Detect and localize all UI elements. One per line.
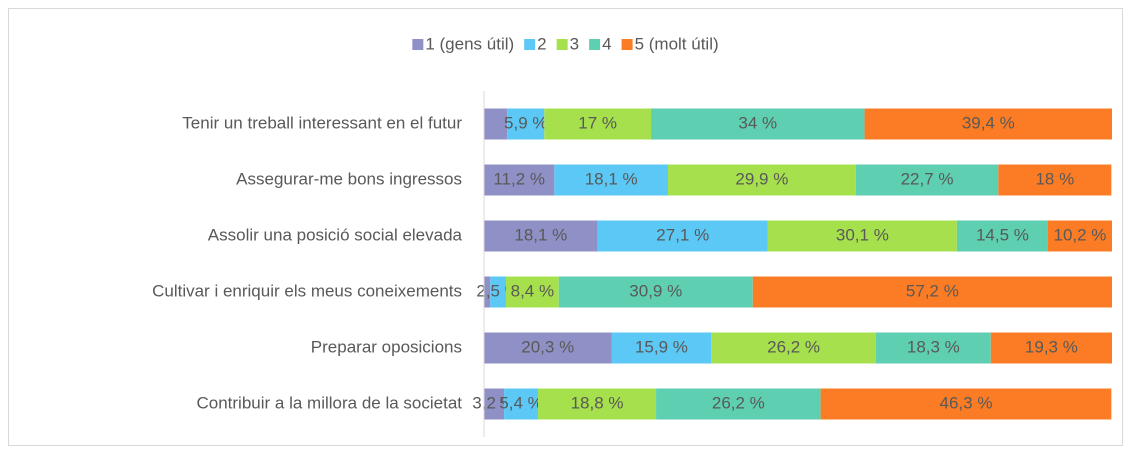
legend-swatch [556, 39, 568, 50]
y-tick-label: Tenir un treball interessant en el futur [182, 113, 462, 132]
data-label: 18,1 % [514, 225, 567, 244]
data-label: 29,9 % [735, 169, 788, 188]
data-label: 30,1 % [836, 225, 889, 244]
data-label: 20,3 % [521, 337, 574, 356]
bar-segment [820, 388, 1112, 420]
data-label: 8,4 % [511, 281, 554, 300]
data-label: 22,7 % [901, 169, 954, 188]
legend-swatch [524, 39, 536, 50]
data-label: 34 % [738, 113, 777, 132]
bar-segment [990, 332, 1112, 364]
bar-segment [956, 220, 1048, 252]
bar-segment [490, 276, 506, 308]
data-label: 39,4 % [962, 113, 1015, 132]
bar-segment [668, 164, 856, 196]
data-label: 15,9 % [635, 337, 688, 356]
data-label: 18,3 % [907, 337, 960, 356]
bar-segment [597, 220, 768, 252]
bar-segment [484, 276, 491, 308]
bar-segment [855, 164, 999, 196]
data-label: 18,1 % [585, 169, 638, 188]
bar-segment [711, 332, 876, 364]
legend-label: 1 (gens útil) [425, 34, 514, 53]
y-tick-label: Assegurar-me bons ingressos [236, 169, 462, 188]
data-label: 27,1 % [656, 225, 709, 244]
y-tick-label: Preparar oposicions [311, 337, 462, 356]
bar-segment [864, 108, 1112, 140]
data-label: 18 % [1035, 169, 1074, 188]
bar-segment [484, 220, 598, 252]
bar-segment [504, 388, 539, 420]
legend-swatch [412, 39, 424, 50]
bar-segment [538, 388, 657, 420]
legend-swatch [621, 39, 633, 50]
data-label: 17 % [578, 113, 617, 132]
data-label: 26,2 % [767, 337, 820, 356]
data-label: 26,2 % [712, 393, 765, 412]
bar-segment [752, 276, 1112, 308]
y-tick-label: Contribuir a la millora de la societat [196, 393, 462, 412]
bar-segment [484, 164, 555, 196]
bar-segment [1047, 220, 1112, 252]
bar-segment [484, 388, 505, 420]
bar-segment [767, 220, 957, 252]
data-label: 57,2 % [906, 281, 959, 300]
bar-segment [507, 108, 545, 140]
legend-label: 5 (molt útil) [635, 34, 719, 53]
y-tick-label: Cultivar i enriquir els meus coneixement… [152, 281, 462, 300]
data-label: 19,3 % [1025, 337, 1078, 356]
bar-segment [484, 108, 508, 140]
data-label: 30,9 % [629, 281, 682, 300]
data-label: 11,2 % [493, 169, 545, 188]
data-label: 18,8 % [571, 393, 624, 412]
y-tick-label: Assolir una posició social elevada [208, 225, 463, 244]
bar-segment [656, 388, 821, 420]
bar-segment [484, 332, 612, 364]
bar-segment [558, 276, 753, 308]
data-label: 5,9 % [504, 113, 547, 132]
bar-segment [651, 108, 865, 140]
data-label: 46,3 % [940, 393, 993, 412]
bar-segment [554, 164, 669, 196]
data-label: 10,2 % [1054, 225, 1107, 244]
data-label: 14,5 % [976, 225, 1029, 244]
bar-segment [875, 332, 991, 364]
legend-label: 4 [602, 34, 611, 53]
legend-swatch [589, 39, 601, 50]
legend: 1 (gens útil) 2 3 4 5 (molt útil) [412, 34, 719, 53]
data-label: 5,4 % [499, 393, 542, 412]
bar-segment [505, 276, 559, 308]
bar-segment [998, 164, 1112, 196]
legend-label: 2 [537, 34, 546, 53]
bar-segment [611, 332, 712, 364]
bar-segment [544, 108, 652, 140]
legend-label: 3 [570, 34, 579, 53]
